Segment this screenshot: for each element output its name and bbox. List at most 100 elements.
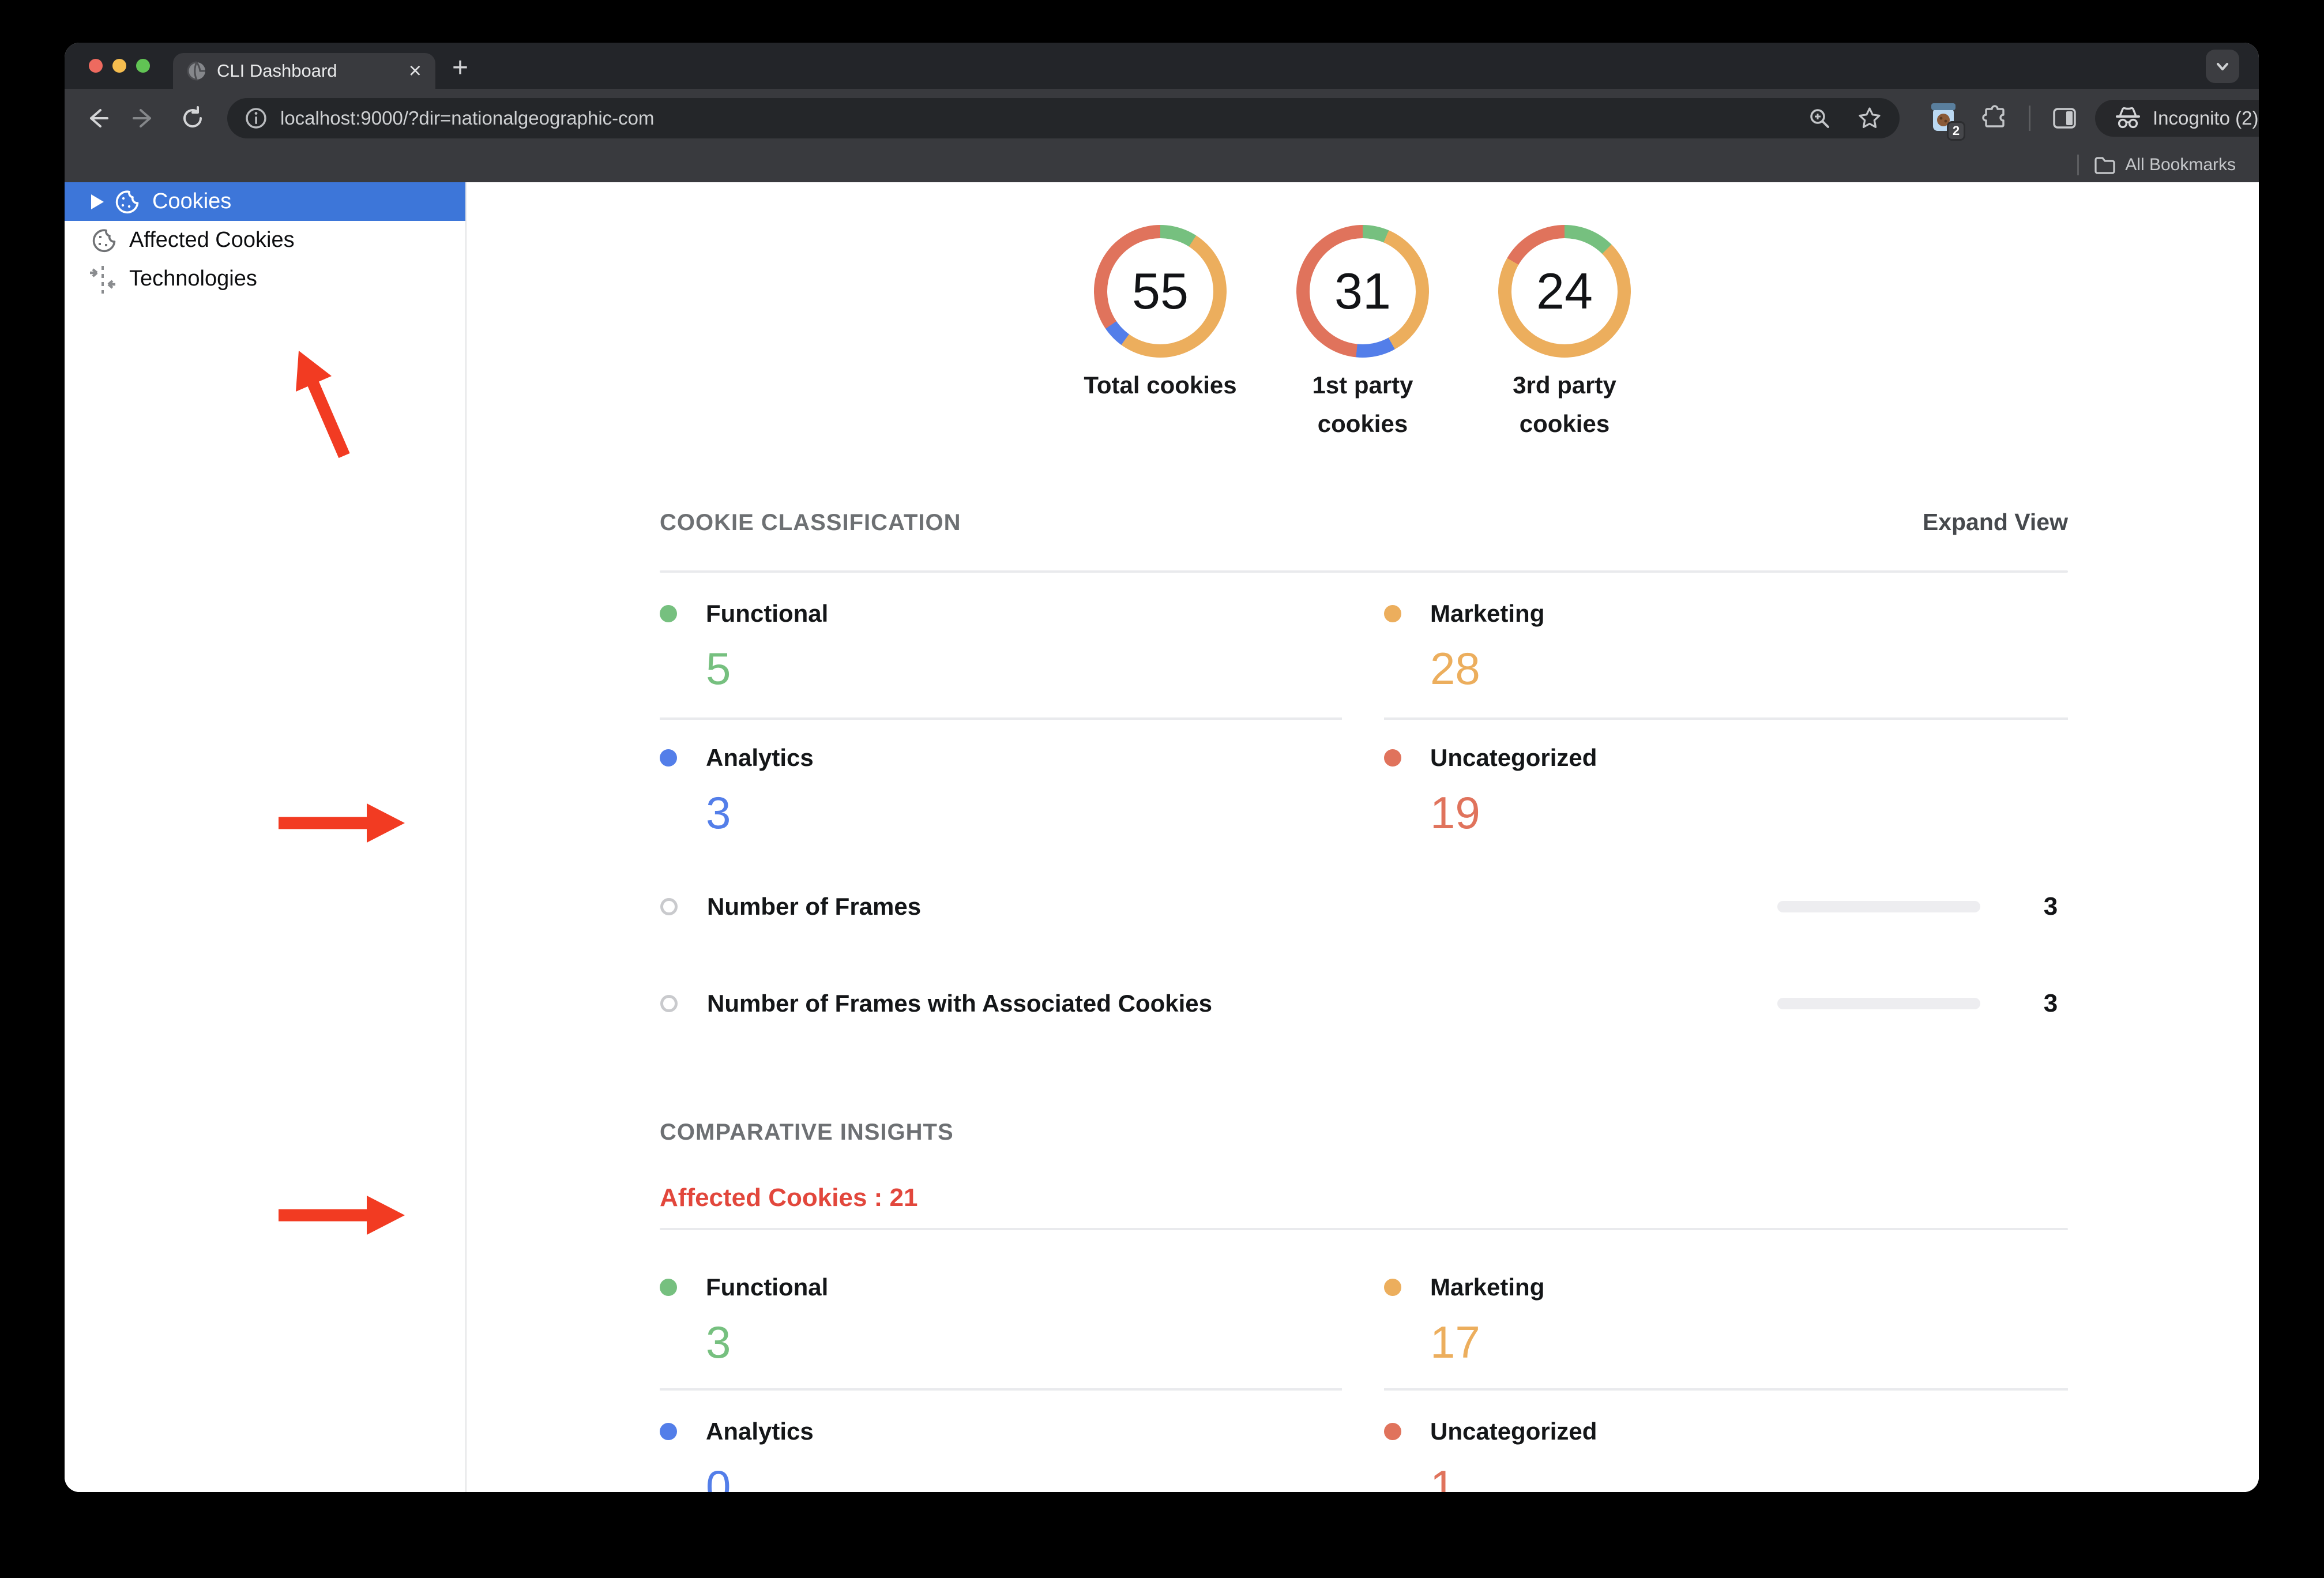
globe-icon: [187, 61, 206, 81]
tab-close-icon[interactable]: ×: [408, 59, 422, 83]
frames-label: Number of Frames with Associated Cookies: [707, 990, 1212, 1017]
cookie-icon: [114, 189, 141, 215]
folder-icon: [2094, 155, 2116, 175]
category-value: 5: [706, 643, 731, 694]
expand-triangle-icon[interactable]: [91, 194, 104, 209]
bookmarks-divider: [2077, 155, 2079, 175]
category-value: 28: [1430, 643, 1480, 694]
sidebar-item-cookies[interactable]: Cookies: [65, 182, 465, 221]
category-dot: [1384, 1279, 1401, 1296]
category-dot: [660, 1423, 677, 1440]
donut-label: 3rd party cookies: [1513, 371, 1616, 437]
sidebar: Cookies Affected Cookies Technologies: [65, 182, 467, 1492]
toolbar-divider: [2029, 106, 2030, 131]
category-dot: [660, 605, 677, 622]
browser-window: CLI Dashboard × + localhost:9000/?dir=na…: [65, 43, 2259, 1492]
category-value: 0: [706, 1461, 731, 1492]
zoom-window-button[interactable]: [136, 59, 150, 73]
frames-value: 3: [2043, 892, 2058, 920]
incognito-badge: Incognito (2): [2095, 100, 2259, 137]
frames-row: Number of Frames 3: [660, 872, 2068, 941]
classification-section-title: COOKIE CLASSIFICATION: [660, 510, 961, 535]
category-card-uncategorized: Uncategorized 1: [1384, 1398, 2068, 1492]
donut-label: 1st party cookies: [1312, 371, 1413, 437]
third-party-cookies-donut-chart: 24: [1498, 225, 1631, 358]
category-value: 3: [706, 1317, 731, 1367]
incognito-label: Incognito (2): [2153, 107, 2259, 129]
divider: [660, 570, 2068, 573]
page-content: Cookies Affected Cookies Technologies 55: [65, 182, 2259, 1492]
dashboard-main: 55 31 24 Total cookies 1st party cookies…: [467, 182, 2259, 1492]
forward-icon[interactable]: [131, 106, 157, 131]
bookmark-star-icon[interactable]: [1857, 106, 1882, 131]
bookmarks-bar: All Bookmarks: [65, 148, 2259, 182]
hollow-circle-icon: [660, 897, 678, 916]
sidebar-item-technologies[interactable]: Technologies: [65, 260, 465, 298]
affected-cookies-count: Affected Cookies : 21: [660, 1184, 918, 1212]
frames-row: Number of Frames with Associated Cookies…: [660, 969, 2068, 1038]
category-card-marketing: Marketing 17: [1384, 1254, 2068, 1391]
tab-title: CLI Dashboard: [217, 61, 337, 81]
extensions-puzzle-icon[interactable]: [1981, 104, 2009, 132]
browser-toolbar: localhost:9000/?dir=nationalgeographic-c…: [65, 89, 2259, 148]
hollow-circle-icon: [660, 994, 678, 1013]
reload-icon[interactable]: [180, 106, 205, 131]
category-value: 19: [1430, 787, 1480, 838]
category-dot: [1384, 1423, 1401, 1440]
side-panel-icon[interactable]: [2051, 105, 2078, 132]
category-label: Uncategorized: [1430, 1418, 1597, 1445]
expand-view-button[interactable]: Expand View: [1922, 509, 2068, 535]
category-card-marketing: Marketing 28: [1384, 580, 2068, 720]
category-card-uncategorized: Uncategorized 19: [1384, 724, 2068, 863]
site-info-icon[interactable]: [245, 107, 268, 130]
category-value: 17: [1430, 1317, 1480, 1367]
frames-progress-bar: [1777, 998, 1980, 1009]
sidebar-item-label: Cookies: [152, 189, 232, 213]
category-dot: [660, 1279, 677, 1296]
url-bar[interactable]: localhost:9000/?dir=nationalgeographic-c…: [227, 98, 1900, 138]
category-value: 3: [706, 787, 731, 838]
browser-tab[interactable]: CLI Dashboard ×: [173, 53, 435, 89]
first-party-cookies-donut-chart: 31: [1296, 225, 1429, 358]
donut-label: Total cookies: [1084, 371, 1237, 399]
minimize-window-button[interactable]: [112, 59, 126, 73]
url-text: localhost:9000/?dir=nationalgeographic-c…: [280, 107, 655, 129]
category-label: Marketing: [1430, 1273, 1545, 1301]
category-label: Functional: [706, 600, 829, 627]
chevron-down-icon: [2214, 58, 2231, 75]
back-icon[interactable]: [84, 106, 110, 131]
donut-total: 24: [1536, 262, 1593, 320]
donut-total: 55: [1132, 262, 1189, 320]
divider: [660, 1228, 2068, 1230]
category-dot: [1384, 749, 1401, 767]
category-label: Marketing: [1430, 600, 1545, 627]
donut-total: 31: [1334, 262, 1391, 320]
technologies-icon: [88, 265, 118, 294]
category-label: Functional: [706, 1273, 829, 1301]
sidebar-item-label: Technologies: [129, 266, 257, 291]
close-window-button[interactable]: [89, 59, 103, 73]
category-dot: [1384, 605, 1401, 622]
category-label: Analytics: [706, 744, 814, 771]
category-card-analytics: Analytics 3: [660, 724, 1342, 863]
cookie-extension-icon[interactable]: 2: [1930, 102, 1965, 141]
all-bookmarks-button[interactable]: All Bookmarks: [2125, 155, 2236, 174]
zoom-icon[interactable]: [1807, 106, 1832, 130]
sidebar-item-affected-cookies[interactable]: Affected Cookies: [65, 221, 465, 260]
new-tab-button[interactable]: +: [452, 52, 469, 83]
category-card-analytics: Analytics 0: [660, 1398, 1342, 1492]
cookie-icon: [91, 227, 118, 254]
frames-value: 3: [2043, 989, 2058, 1017]
tab-search-button[interactable]: [2206, 50, 2239, 83]
category-value: 1: [1430, 1461, 1456, 1492]
category-card-functional: Functional 3: [660, 1254, 1342, 1391]
comparative-section-title: COMPARATIVE INSIGHTS: [660, 1119, 954, 1145]
incognito-icon: [2115, 107, 2141, 130]
title-bar: CLI Dashboard × +: [65, 43, 2259, 89]
total-cookies-donut-chart: 55: [1094, 225, 1227, 358]
extension-badge: 2: [1947, 121, 1965, 141]
category-card-functional: Functional 5: [660, 580, 1342, 720]
category-label: Uncategorized: [1430, 744, 1597, 771]
frames-label: Number of Frames: [707, 893, 922, 920]
frames-progress-bar: [1777, 901, 1980, 912]
